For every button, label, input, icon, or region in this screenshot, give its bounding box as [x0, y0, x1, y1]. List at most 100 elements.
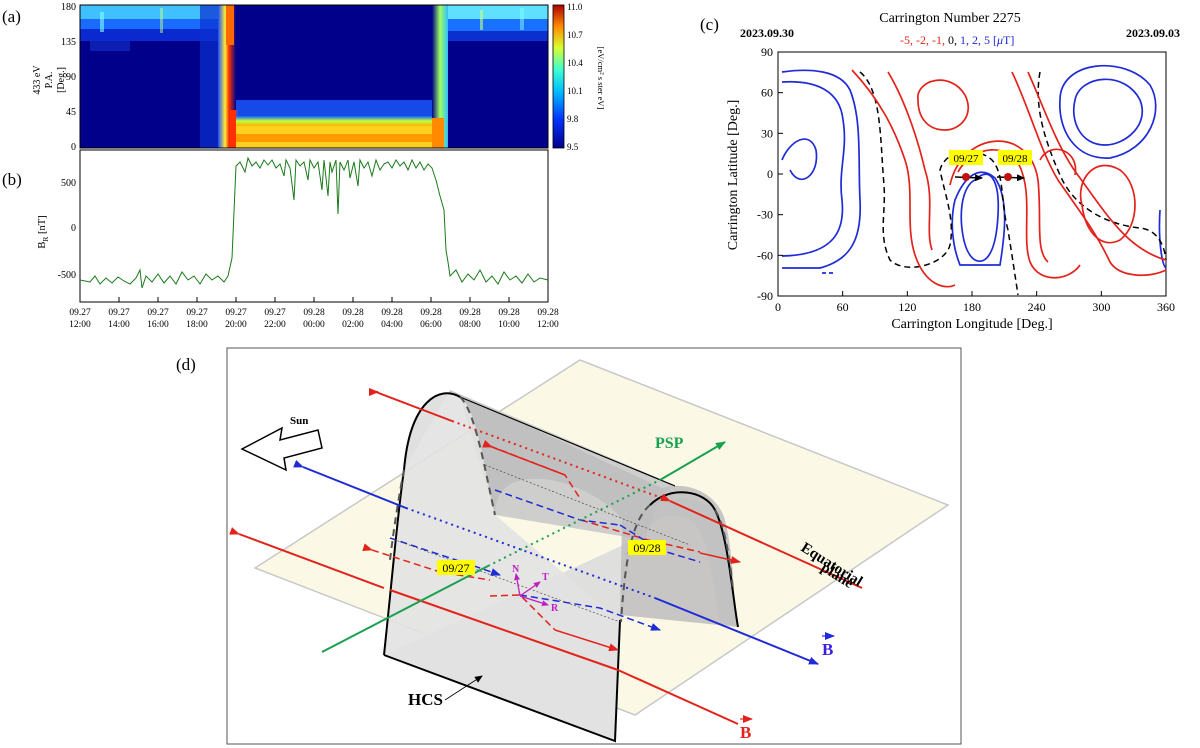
panel-c-ytick-label: -60 — [757, 248, 773, 262]
panel-c-ylabel: Carrington Latitude [Deg.] — [726, 100, 741, 250]
panel-b-xtick-date: 09.28 — [537, 308, 559, 318]
trajectory-markers: 09/27 09/28 — [949, 150, 1032, 182]
panel-a-ytick-0: 0 — [71, 142, 76, 153]
rtn-n-label: N — [512, 564, 520, 575]
panel-c-date-right: 2023.09.03 — [1126, 26, 1180, 40]
panel-c: (c) Carrington Number 2275 2023.09.30 20… — [700, 11, 1180, 332]
panel-b-ylabel-unit: [nT] — [37, 215, 48, 236]
panel-c-ytick-label: 90 — [761, 45, 773, 59]
date-0928-label: 09/28 — [633, 541, 660, 555]
panel-b: (b) BR [nT] 500 0 -500 09.27 12:00 09.27 14… — [2, 149, 559, 330]
panel-c-xtick-label: 240 — [1028, 300, 1046, 314]
panel-b-xtick-time: 04:00 — [381, 320, 403, 330]
panel-d: (d) Sun — [176, 347, 962, 745]
panel-c-ytick-label: 30 — [761, 126, 773, 140]
panel-b-ytick-0: 0 — [71, 223, 76, 234]
colorbar-tick-5: 9.5 — [567, 142, 579, 152]
panel-a-yticks: 180 135 90 45 0 — [61, 2, 76, 153]
panel-c-xtick-label: 120 — [898, 300, 916, 314]
panel-b-xtick-time: 12:00 — [537, 320, 559, 330]
panel-b-xtick-date: 09.28 — [342, 308, 364, 318]
panel-b-xtick-time: 10:00 — [498, 320, 520, 330]
sun-direction-arrow: Sun — [240, 415, 323, 472]
panel-b-xtick-time: 16:00 — [147, 320, 169, 330]
panel-c-label: (c) — [700, 15, 719, 34]
panel-a-ylabel-line1: 433 eV — [32, 65, 43, 95]
panel-b-xtick-date: 09.27 — [69, 308, 91, 318]
zero-contour — [859, 71, 1167, 296]
legend-red: -5, -2, -1, — [900, 33, 945, 47]
panel-d-label: (d) — [176, 355, 196, 374]
panel-c-ytick-label: 0 — [767, 167, 773, 181]
panel-a-ylabel: 433 eV P.A. [Deg.] — [32, 65, 67, 95]
panel-b-xtick-date: 09.27 — [108, 308, 130, 318]
panel-b-xtick-time: 12:00 — [69, 320, 91, 330]
b-label-blue-text: B — [822, 640, 833, 659]
panel-c-xtick-label: 300 — [1092, 300, 1110, 314]
hcs-pointer — [444, 675, 483, 701]
colorbar-label: [eV/cm² s ster eV] — [596, 47, 606, 110]
panel-a-ylabel-line3: [Deg.] — [56, 67, 67, 93]
panel-b-xtick-date: 09.27 — [264, 308, 286, 318]
panel-c-date-left: 2023.09.30 — [740, 26, 794, 40]
b-label-red: B — [740, 723, 751, 742]
panel-b-xtick-time: 18:00 — [186, 320, 208, 330]
panel-b-xtick-time: 02:00 — [342, 320, 364, 330]
panel-b-ylabel-sub: R — [41, 237, 50, 242]
panel-b-xticks: 09.27 12:00 09.27 14:00 09.27 16:00 09.27 18:00… — [69, 297, 559, 330]
panel-b-xtick-date: 09.28 — [498, 308, 520, 318]
panel-a-ytick-180: 180 — [61, 2, 76, 13]
b-label-red-text: B — [740, 723, 751, 742]
panel-c-legend: -5, -2, -1, 0, 1, 2, 5 [μT] — [900, 33, 1014, 47]
panel-b-label: (b) — [2, 170, 22, 189]
panel-b-xtick-date: 09.27 — [186, 308, 208, 318]
marker-0928-label: 09/28 — [1002, 153, 1028, 165]
panel-b-xtick-date: 09.27 — [147, 308, 169, 318]
panel-c-title: Carrington Number 2275 — [879, 11, 1021, 26]
legend-end: T] — [1003, 33, 1014, 47]
panel-c-xtick-label: 60 — [837, 300, 849, 314]
marker-0927-label: 09/27 — [953, 153, 979, 165]
panel-c-ytick-label: 60 — [761, 86, 773, 100]
panel-a-ytick-135: 135 — [61, 37, 76, 48]
panel-b-xtick-time: 06:00 — [420, 320, 442, 330]
panel-b-xtick-time: 00:00 — [303, 320, 325, 330]
psp-trajectory — [321, 441, 726, 653]
panel-a: (a) 433 eV P.A. [Deg.] — [2, 2, 606, 153]
colorbar-tick-1: 10.7 — [567, 30, 583, 40]
panel-b-xtick-time: 20:00 — [225, 320, 247, 330]
panel-c-ytick-label: -30 — [757, 208, 773, 222]
panel-c-xlabel: Carrington Longitude [Deg.] — [891, 317, 1052, 332]
panel-b-ytick-minus500: -500 — [58, 270, 76, 281]
panel-b-xtick-date: 09.28 — [459, 308, 481, 318]
pitch-angle-heatmap — [79, 4, 549, 149]
rtn-t-label: T — [542, 572, 549, 583]
colorbar-tick-0: 11.0 — [567, 2, 583, 12]
panel-c-xtick-label: 360 — [1157, 300, 1175, 314]
colorbar-tick-3: 10.1 — [567, 86, 583, 96]
rtn-r-label: R — [551, 603, 559, 614]
panel-b-xtick-date: 09.28 — [381, 308, 403, 318]
b-label-blue: B — [822, 640, 833, 659]
psp-label: PSP — [655, 435, 684, 452]
panel-b-xtick-date: 09.28 — [420, 308, 442, 318]
panel-b-ylabel-main: B — [37, 242, 48, 249]
colorbar-tick-2: 10.4 — [567, 58, 583, 68]
panel-b-yticks: 500 0 -500 — [58, 178, 76, 281]
panel-b-xtick-time: 22:00 — [264, 320, 286, 330]
panel-b-ytick-500: 500 — [61, 178, 76, 189]
rtn-axes — [514, 573, 549, 607]
panel-a-label: (a) — [2, 7, 21, 26]
panel-c-yticks: 90 60 30 0 -30 -60 -90 — [757, 45, 783, 303]
legend-black: 0, — [945, 33, 957, 47]
date-0928-box — [628, 540, 666, 555]
sun-label: Sun — [290, 415, 308, 427]
panel-a-ytick-45: 45 — [66, 107, 76, 118]
panel-b-xtick-date: 09.27 — [225, 308, 247, 318]
panel-c-xticks: 0 60 120 180 240 300 360 — [775, 291, 1175, 314]
panel-c-xtick-label: 180 — [963, 300, 981, 314]
legend-blue: 1, 2, 5 [ — [957, 33, 997, 47]
colorbar-tick-4: 9.8 — [567, 114, 579, 124]
hcs-label: HCS — [408, 690, 443, 709]
